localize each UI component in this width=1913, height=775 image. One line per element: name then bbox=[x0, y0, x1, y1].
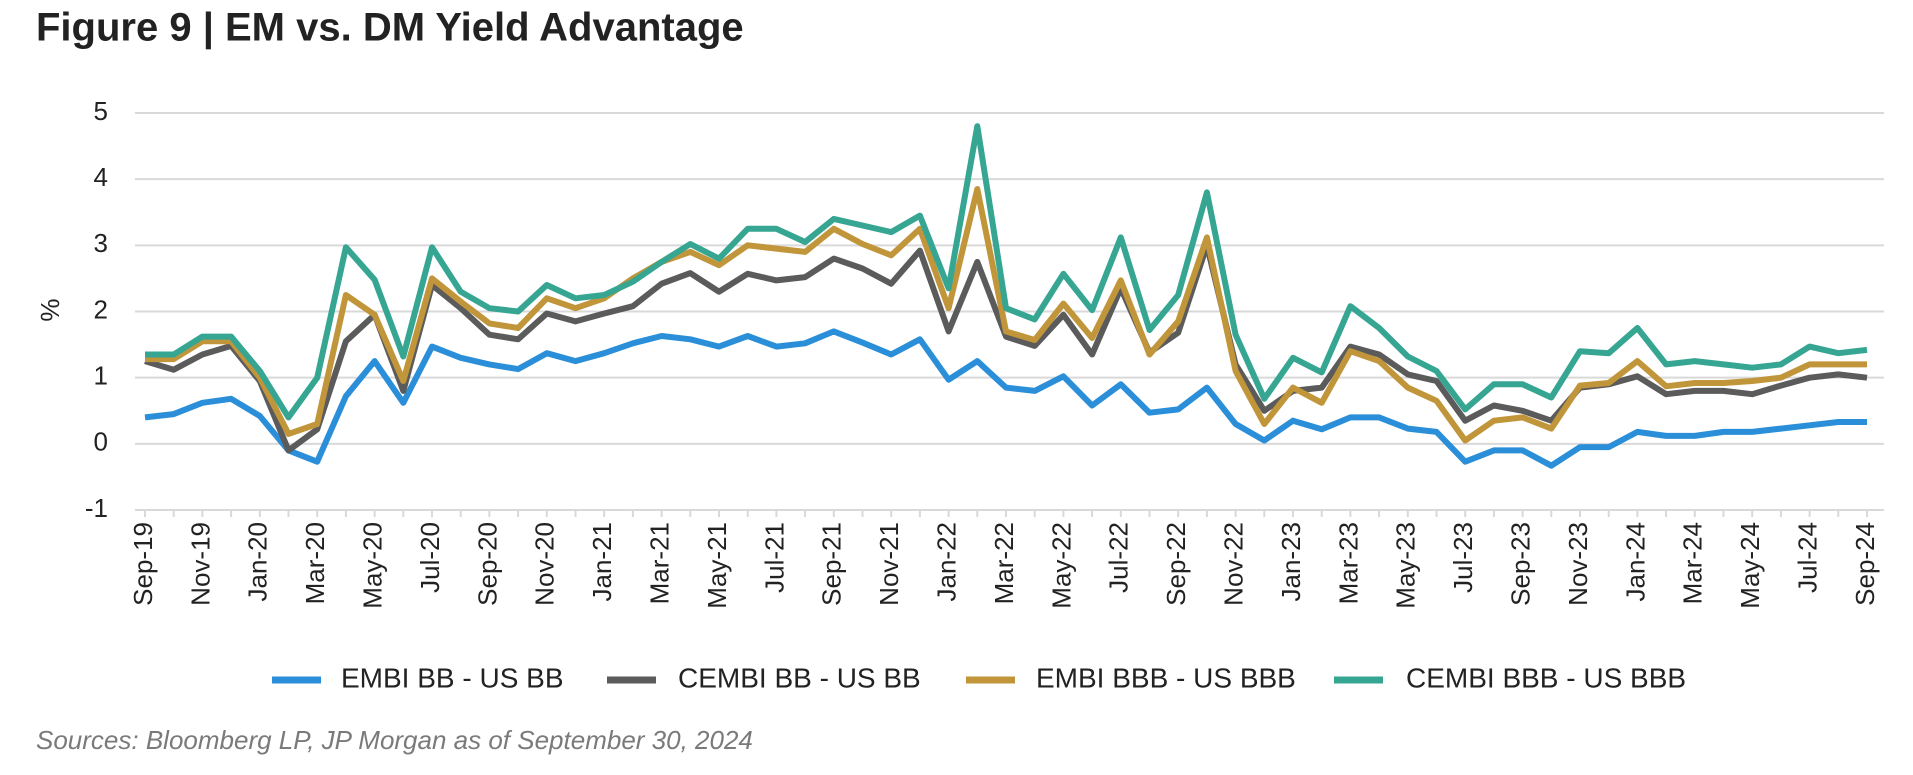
x-tick-label: Jan-22 bbox=[931, 522, 961, 602]
x-tick-label: Mar-24 bbox=[1678, 522, 1708, 604]
legend-label: EMBI BB - US BB bbox=[341, 662, 564, 693]
series-line bbox=[145, 123, 1868, 421]
x-tick-label: Mar-23 bbox=[1333, 522, 1363, 604]
x-tick-label: May-20 bbox=[357, 522, 387, 609]
x-tick-label: Sep-19 bbox=[128, 522, 158, 606]
x-tick-label: Jan-21 bbox=[587, 522, 617, 602]
y-tick-label: 0 bbox=[94, 427, 108, 457]
x-tick-label: May-21 bbox=[702, 522, 732, 609]
series-line bbox=[144, 328, 1867, 469]
x-tick-label: Sep-23 bbox=[1505, 522, 1535, 606]
y-tick-label: 5 bbox=[94, 96, 108, 126]
x-tick-label: Mar-22 bbox=[989, 522, 1019, 604]
x-tick-label: Mar-21 bbox=[644, 522, 674, 604]
x-tick-label: May-23 bbox=[1391, 522, 1421, 609]
x-tick-label: Mar-20 bbox=[300, 522, 330, 604]
legend-label: CEMBI BBB - US BBB bbox=[1406, 662, 1686, 693]
x-tick-label: Sep-20 bbox=[472, 522, 502, 606]
x-tick-label: Nov-21 bbox=[874, 522, 904, 606]
x-tick-label: Sep-22 bbox=[1161, 522, 1191, 606]
x-tick-label: Jul-21 bbox=[759, 522, 789, 593]
y-axis-label: % bbox=[35, 298, 65, 321]
x-tick-label: Jul-20 bbox=[415, 522, 445, 593]
chart-title: Figure 9 | EM vs. DM Yield Advantage bbox=[36, 6, 744, 50]
legend-label: EMBI BBB - US BBB bbox=[1036, 662, 1296, 693]
x-tick-label: Nov-19 bbox=[185, 522, 215, 606]
x-tick-label: Jan-23 bbox=[1276, 522, 1306, 602]
x-tick-label: Jul-23 bbox=[1448, 522, 1478, 593]
x-tick-label: Jul-24 bbox=[1792, 522, 1822, 593]
x-tick-label: Jan-20 bbox=[243, 522, 273, 602]
y-tick-label: 1 bbox=[94, 361, 108, 391]
source-note: Sources: Bloomberg LP, JP Morgan as of S… bbox=[36, 725, 753, 755]
y-tick-label: 4 bbox=[94, 162, 108, 192]
y-tick-label: 2 bbox=[94, 294, 108, 324]
x-tick-label: Nov-23 bbox=[1563, 522, 1593, 606]
x-tick-label: May-22 bbox=[1046, 522, 1076, 609]
x-tick-label: Jul-22 bbox=[1104, 522, 1134, 593]
x-tick-label: Nov-22 bbox=[1218, 522, 1248, 606]
series-line bbox=[145, 186, 1867, 444]
y-tick-label: 3 bbox=[94, 228, 108, 258]
x-tick-label: May-24 bbox=[1735, 522, 1765, 609]
x-tick-label: Jan-24 bbox=[1620, 522, 1650, 602]
legend-label: CEMBI BB - US BB bbox=[678, 662, 921, 693]
x-tick-label: Sep-21 bbox=[817, 522, 847, 606]
x-tick-label: Nov-20 bbox=[530, 522, 560, 606]
y-tick-label: -1 bbox=[85, 493, 108, 523]
x-tick-label: Sep-24 bbox=[1850, 522, 1880, 606]
